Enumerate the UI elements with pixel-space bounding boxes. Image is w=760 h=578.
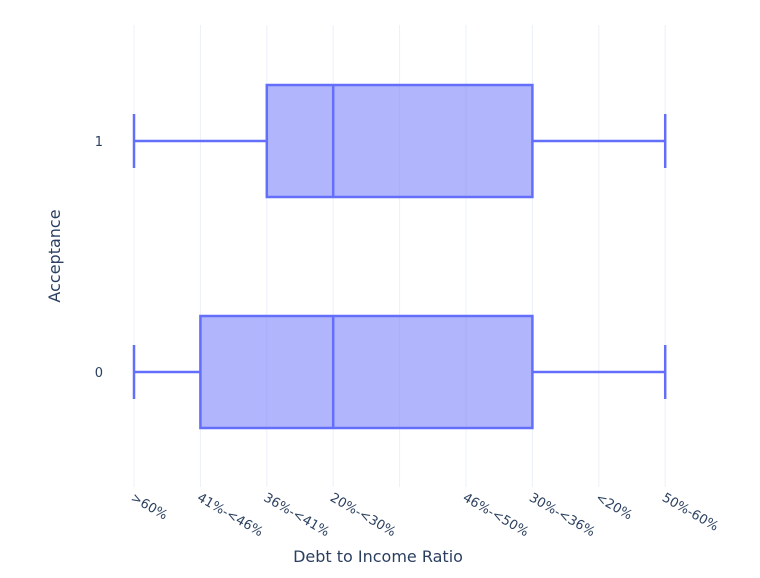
- box-trace-0[interactable]: [132, 314, 667, 430]
- box-trace-1[interactable]: [132, 83, 667, 199]
- y-axis-title: Acceptance: [45, 209, 64, 302]
- iqr-box: [199, 314, 534, 430]
- x-tick-label: 50%-60%: [659, 490, 721, 534]
- box-traces: [132, 83, 667, 430]
- x-tick-label: 20%-<30%: [327, 490, 398, 540]
- x-axis-title: Debt to Income Ratio: [293, 547, 463, 566]
- y-tick-label: 1: [95, 135, 103, 150]
- x-tick-label: 36%-<41%: [261, 490, 332, 540]
- y-tick-label: 0: [95, 366, 103, 381]
- x-tick-label: >60%: [128, 490, 170, 523]
- y-tick-labels: 01: [95, 135, 103, 381]
- iqr-box: [265, 83, 534, 199]
- x-tick-label: 46%-<50%: [460, 490, 531, 540]
- x-tick-label: 41%-<46%: [194, 490, 265, 540]
- x-tick-label: 30%-<36%: [526, 490, 597, 540]
- x-tick-label: <20%: [593, 490, 635, 523]
- x-tick-labels: >60% 41%-<46%36%-<41%20%-<30% 46%-<50%30%-…: [128, 490, 721, 540]
